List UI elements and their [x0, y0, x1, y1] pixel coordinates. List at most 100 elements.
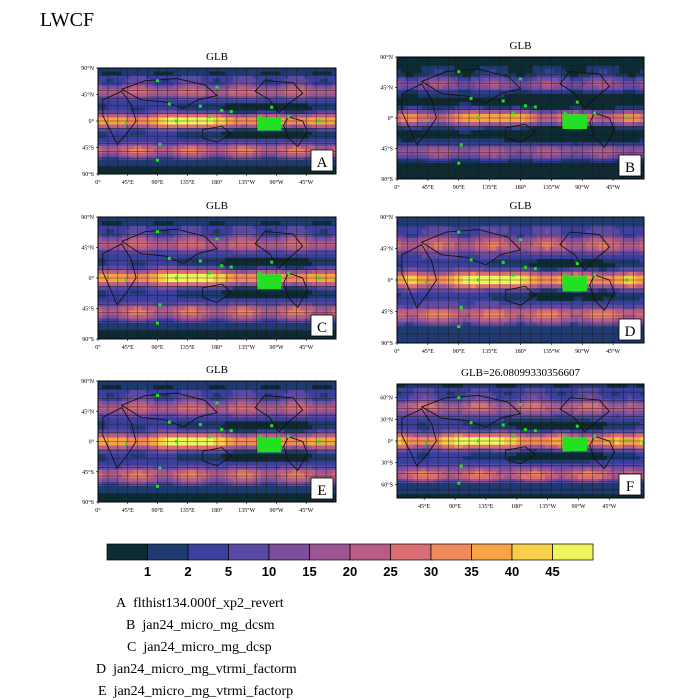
colorbar-label: 20 — [343, 564, 357, 579]
x-tick-label: 45°E — [422, 184, 434, 191]
grid-lines — [98, 68, 336, 174]
colorbar-label: 15 — [302, 564, 316, 579]
panel-tag-label: D — [625, 324, 636, 340]
panel-tag: C — [310, 314, 334, 337]
colorbar-swatch — [390, 543, 432, 561]
legend-tag: D — [96, 662, 107, 677]
heatmap-field — [397, 57, 644, 179]
x-tick-label: 135°E — [180, 344, 195, 351]
x-tick-label: 135°E — [482, 348, 497, 355]
legend-item-b: B jan24_micro_mg_dcsm — [126, 618, 275, 634]
x-tick-label: 135°W — [539, 503, 556, 510]
colorbar-swatch — [106, 543, 148, 561]
coastlines — [102, 78, 308, 148]
colorbar-label: 30 — [424, 564, 438, 579]
x-tick-label: 45°E — [422, 348, 434, 355]
panel-title: GLB — [510, 200, 532, 212]
y-tick-label: 90°N — [380, 54, 393, 61]
panel-tag: B — [618, 154, 642, 177]
legend-item-a: A flthist134.000f_xp2_revert — [116, 596, 284, 612]
panel-title: GLB=26.08099330356607 — [461, 367, 580, 379]
station-markers — [425, 396, 644, 485]
y-tick-label: 60°N — [380, 395, 393, 402]
y-tick-label: 45°N — [380, 85, 393, 92]
colorbar-label: 40 — [505, 564, 519, 579]
y-tick-label: 0° — [388, 277, 394, 284]
x-tick-label: 180° — [515, 348, 527, 355]
x-tick-label: 90°E — [453, 184, 465, 191]
x-tick-label: 0° — [95, 507, 101, 514]
colorbar-label: 2 — [184, 564, 191, 579]
colorbar-swatch — [147, 543, 189, 561]
y-tick-label: 90°S — [82, 336, 94, 343]
y-tick-label: 45°N — [81, 408, 94, 415]
y-tick-label: 45°S — [82, 469, 94, 476]
colorbar-swatch — [309, 543, 351, 561]
panel-title: GLB — [206, 364, 228, 376]
colorbar-label: 25 — [383, 564, 397, 579]
x-tick-label: 90°E — [453, 348, 465, 355]
grid-lines — [98, 217, 336, 339]
panel-tag-label: B — [625, 160, 635, 176]
y-tick-label: 0° — [89, 275, 95, 282]
legend-tag: C — [127, 640, 137, 655]
panel-tag: D — [618, 318, 642, 341]
coastlines — [401, 394, 615, 470]
colorbar-swatch — [430, 543, 472, 561]
legend-item-d: D jan24_micro_mg_vtrmi_factorm — [96, 662, 297, 678]
x-tick-label: 90°W — [575, 184, 589, 191]
y-tick-label: 45°N — [380, 246, 393, 253]
x-tick-label: 90°E — [151, 179, 163, 186]
colorbar-swatch — [268, 543, 310, 561]
x-tick-label: 90°W — [572, 503, 586, 510]
colorbar-label: 45 — [545, 564, 559, 579]
colorbar-swatch — [228, 543, 270, 561]
x-tick-label: 45°W — [299, 179, 313, 186]
y-tick-label: 30°N — [380, 416, 393, 423]
panel-title: GLB — [206, 51, 228, 63]
x-tick-label: 135°E — [180, 179, 195, 186]
coastlines — [401, 229, 615, 311]
station-markers — [425, 230, 644, 329]
y-tick-label: 90°S — [82, 171, 94, 178]
x-tick-label: 90°W — [269, 179, 283, 186]
y-tick-label: 45°S — [381, 146, 393, 153]
y-tick-label: 90°N — [81, 378, 94, 385]
x-tick-label: 180° — [511, 503, 523, 510]
y-tick-label: 90°N — [81, 214, 94, 221]
colorbar-label: 5 — [225, 564, 232, 579]
legend-item-e: E jan24_micro_mg_vtrmi_factorp — [98, 684, 293, 700]
legend-tag: E — [98, 684, 107, 699]
y-tick-label: 90°S — [82, 499, 94, 506]
grid-lines — [397, 384, 644, 498]
x-tick-label: 0° — [394, 184, 400, 191]
heatmap-field — [98, 217, 336, 339]
heatmap-field — [98, 381, 336, 502]
panel-title: GLB — [510, 40, 532, 52]
y-tick-label: 0° — [388, 115, 394, 122]
y-tick-label: 45°S — [381, 309, 393, 316]
legend-tag: B — [126, 618, 136, 633]
panel-title: GLB — [206, 200, 228, 212]
x-tick-label: 0° — [95, 344, 101, 351]
x-tick-label: 90°W — [269, 344, 283, 351]
x-tick-label: 90°E — [449, 503, 461, 510]
x-tick-label: 45°W — [602, 503, 616, 510]
y-tick-label: 90°S — [381, 340, 393, 347]
x-tick-label: 45°E — [122, 179, 134, 186]
x-tick-label: 135°W — [238, 507, 255, 514]
x-tick-label: 90°E — [151, 507, 163, 514]
y-tick-label: 60°S — [381, 481, 393, 488]
y-tick-label: 0° — [388, 438, 394, 445]
legend-item-c: C jan24_micro_mg_dcsp — [127, 640, 272, 656]
panel-tag: E — [310, 477, 334, 500]
x-tick-label: 0° — [95, 179, 101, 186]
x-tick-label: 45°E — [122, 507, 134, 514]
panel-tag: F — [618, 473, 642, 496]
x-tick-label: 0° — [394, 348, 400, 355]
